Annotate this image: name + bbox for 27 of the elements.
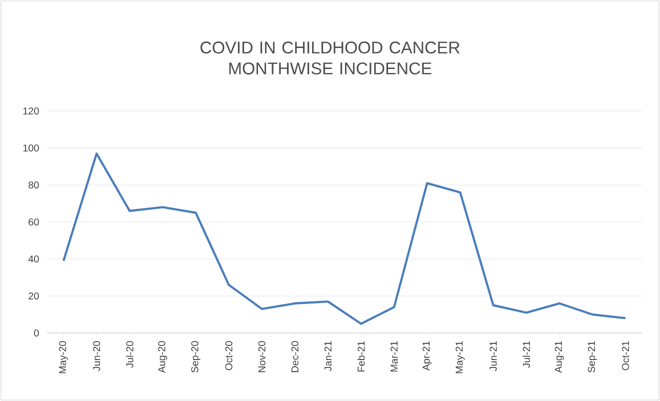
x-tick-label: Oct-20 [225, 341, 232, 370]
x-tick-label: Mar-21 [390, 341, 398, 372]
x-tick-label: Sep-20 [191, 341, 200, 372]
x-tick-label: Jan-21 [324, 341, 332, 372]
line-series [62, 152, 627, 325]
x-tick-label: Apr-21 [422, 341, 432, 371]
x-tick-label: Jun-20 [93, 341, 100, 372]
x-tick-label: Jul-21 [522, 341, 530, 368]
x-tick-label: May-20 [59, 341, 68, 374]
x-tick-label: Jun-21 [490, 341, 497, 372]
chart-title: COVID IN CHILDHOOD CANCER MONTHWISE INCIDENCE [200, 42, 460, 74]
y-tick-label: 0 [34, 329, 39, 337]
x-tick-label: Dec-20 [291, 341, 298, 372]
y-tick-label: 100 [23, 144, 39, 152]
y-tick-label: 60 [28, 218, 39, 226]
y-tick-label: 80 [28, 181, 39, 189]
x-tick-label: Aug-20 [158, 341, 168, 373]
x-tick-label: Jul-20 [126, 341, 134, 368]
x-tick-label: May-21 [456, 341, 465, 374]
y-tick-label: 120 [23, 107, 39, 115]
x-tick-label: Aug-21 [554, 341, 564, 373]
x-tick-label: Feb-21 [357, 341, 365, 372]
x-tick-label: Nov-20 [258, 341, 266, 372]
x-tick-label: Sep-21 [588, 341, 597, 372]
y-tick-label: 20 [28, 292, 39, 300]
y-tick-label: 40 [28, 255, 39, 263]
x-tick-label: Oct-21 [622, 341, 629, 370]
